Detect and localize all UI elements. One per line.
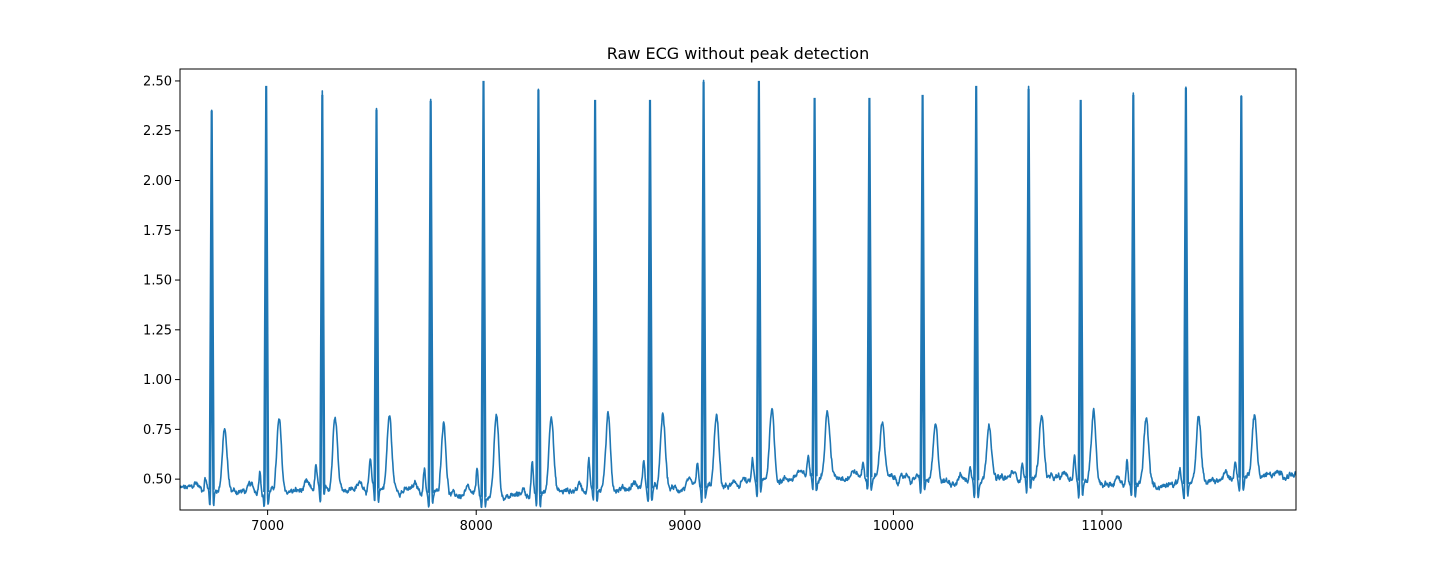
plot-frame <box>179 68 1297 511</box>
y-tick-label: 1.50 <box>143 274 172 289</box>
y-tick-label: 2.50 <box>143 74 172 89</box>
r-peak-19 <box>1182 87 1189 485</box>
y-tick-label: 1.75 <box>143 224 172 239</box>
r-peak-20 <box>1238 95 1245 478</box>
x-tick-label: 11000 <box>1081 519 1122 534</box>
r-peak-14 <box>919 94 926 481</box>
y-tick-label: 2.00 <box>143 174 172 189</box>
r-peak-17 <box>1077 99 1084 481</box>
r-peak-13 <box>866 97 873 478</box>
r-peak-12 <box>811 97 818 477</box>
r-peak-1 <box>208 110 215 490</box>
r-peak-9 <box>646 99 654 489</box>
ecg-series-line <box>180 79 1296 509</box>
r-peak-16 <box>1025 88 1032 479</box>
y-tick-label: 2.25 <box>143 124 172 139</box>
y-tick-label: 1.25 <box>143 323 172 338</box>
x-tick-label: 8000 <box>460 519 493 534</box>
series-layer <box>180 79 1296 509</box>
x-tick-label: 9000 <box>668 519 701 534</box>
x-tick-label: 7000 <box>251 519 284 534</box>
r-peak-5 <box>427 100 434 493</box>
r-peak-7 <box>535 89 542 495</box>
y-tick-label: 1.00 <box>143 373 172 388</box>
r-peak-2 <box>263 85 270 493</box>
chart-title: Raw ECG without peak detection <box>607 44 869 63</box>
r-peak-8 <box>592 99 599 489</box>
r-peak-10 <box>700 81 707 489</box>
r-peak-15 <box>973 85 980 481</box>
y-tick-label: 0.75 <box>143 423 172 438</box>
y-tick-label: 0.50 <box>143 473 172 488</box>
r-peak-6 <box>480 80 487 497</box>
x-axis: 7000 8000 9000 10000 11000 <box>251 510 1123 534</box>
r-peak-4 <box>373 109 380 489</box>
r-peak-3 <box>319 94 326 490</box>
r-peak-18 <box>1130 94 1137 486</box>
y-axis: 0.50 0.75 1.00 1.25 1.50 1.75 2.00 2.25 2.50 <box>143 74 180 488</box>
x-tick-label: 10000 <box>873 519 914 534</box>
r-peak-11 <box>755 80 762 483</box>
